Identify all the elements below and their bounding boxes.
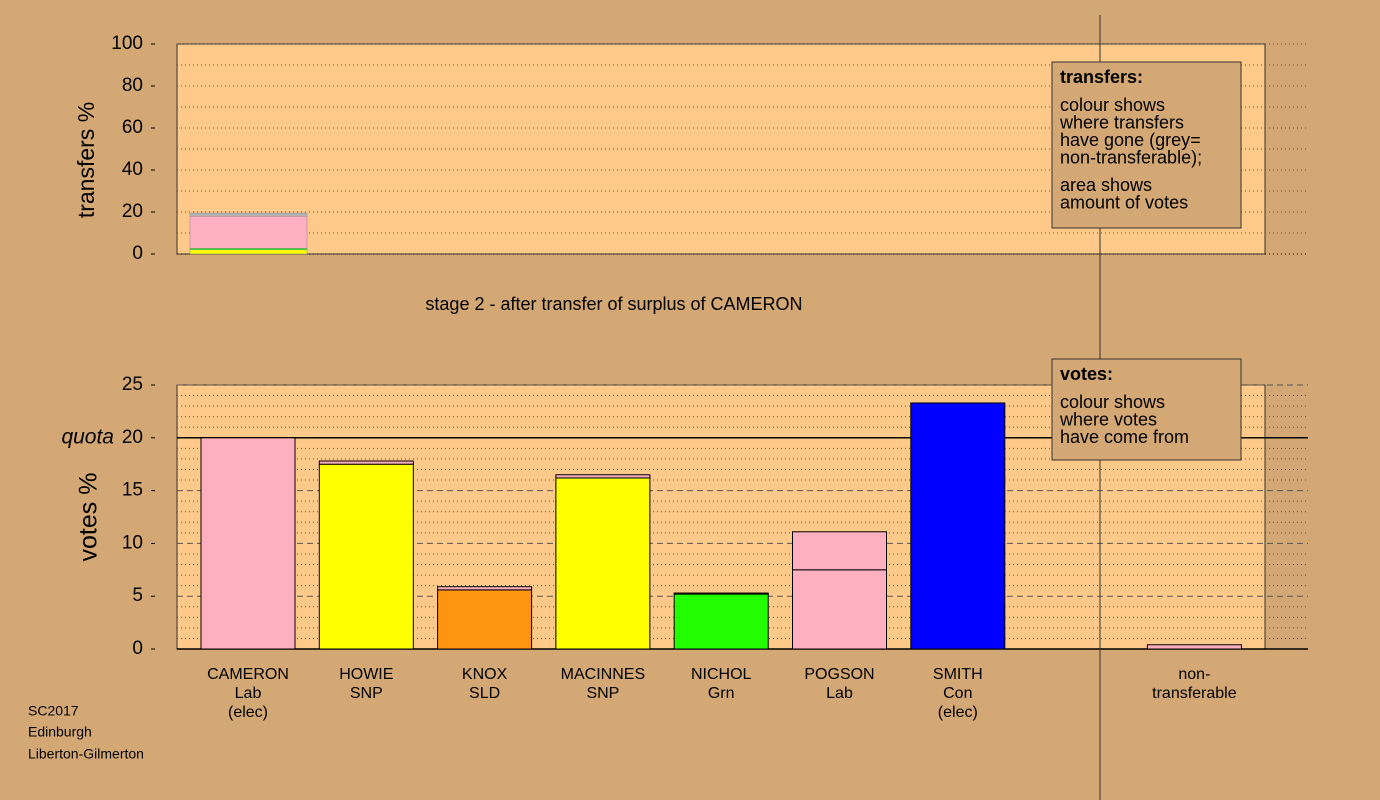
legend-text: colour shows <box>1060 392 1165 412</box>
x-tick-label: Lab <box>235 685 262 702</box>
y-tick-label: 60 <box>122 117 143 138</box>
vote-bar <box>437 589 533 650</box>
y-tick-label: 20 <box>122 427 143 448</box>
footer-text: Liberton-Gilmerton <box>28 746 144 762</box>
vote-bar <box>673 592 769 595</box>
y-tick-label: 25 <box>122 374 143 395</box>
x-tick-label: POGSON <box>804 666 874 683</box>
transfer-segment <box>189 249 308 255</box>
x-tick-label: Con <box>943 685 972 702</box>
x-tick-label: Grn <box>708 685 735 702</box>
vote-bar <box>318 463 414 650</box>
y-tick-label: 0 <box>132 638 143 659</box>
x-tick-label: CAMERON <box>207 666 289 683</box>
vote-bar <box>792 569 887 650</box>
y-tick-label: 5 <box>132 585 143 606</box>
vote-bar <box>555 474 651 479</box>
vote-bar <box>792 531 887 571</box>
vote-bar <box>1146 644 1242 650</box>
y-tick-label: 20 <box>122 201 143 222</box>
x-tick-label: SNP <box>586 685 619 702</box>
transfer-segment <box>189 212 308 217</box>
y-axis-label: votes % <box>75 473 103 562</box>
footer-text: SC2017 <box>28 703 79 719</box>
x-tick-label: MACINNES <box>561 666 645 683</box>
legend-title: votes: <box>1060 364 1113 384</box>
vote-bar <box>673 593 769 650</box>
x-tick-label: (elec) <box>938 704 978 721</box>
vote-bar <box>318 460 414 465</box>
stage-title: stage 2 - after transfer of surplus of C… <box>425 294 802 314</box>
legend-box <box>1051 61 1242 229</box>
x-tick-label: (elec) <box>228 704 268 721</box>
quota-label: quota <box>61 425 114 448</box>
x-tick-label: NICHOL <box>691 666 752 683</box>
footer-text: Edinburgh <box>28 724 92 740</box>
y-tick-label: 80 <box>122 75 143 96</box>
vote-bar <box>437 586 533 591</box>
x-tick-label: KNOX <box>462 666 508 683</box>
y-tick-label: 100 <box>111 33 143 54</box>
legend-text: where transfers <box>1059 112 1184 132</box>
legend-text: colour shows <box>1060 95 1165 115</box>
vote-bar <box>200 437 296 650</box>
legend-text: amount of votes <box>1060 192 1188 212</box>
legend-text: non-transferable); <box>1060 147 1202 167</box>
legend-text: have gone (grey= <box>1060 130 1201 150</box>
x-tick-label: non- <box>1178 666 1210 683</box>
vote-bar <box>910 402 1006 650</box>
transfer-segment <box>189 215 308 249</box>
x-tick-label: SMITH <box>933 666 983 683</box>
legend-text: where votes <box>1059 409 1157 429</box>
legend-text: area shows <box>1060 175 1152 195</box>
x-tick-label: SLD <box>469 685 500 702</box>
vote-bar <box>555 477 651 650</box>
legend-title: transfers: <box>1060 67 1143 87</box>
y-tick-label: 10 <box>122 532 143 553</box>
legend-box <box>1051 358 1242 461</box>
x-tick-label: transferable <box>1152 685 1237 702</box>
y-tick-label: 15 <box>122 480 143 501</box>
y-tick-label: 40 <box>122 159 143 180</box>
x-tick-label: HOWIE <box>339 666 393 683</box>
x-tick-label: SNP <box>350 685 383 702</box>
x-tick-label: Lab <box>826 685 853 702</box>
legend-text: have come from <box>1060 427 1189 447</box>
y-tick-label: 0 <box>132 243 143 264</box>
y-axis-label: transfers % <box>73 102 99 218</box>
